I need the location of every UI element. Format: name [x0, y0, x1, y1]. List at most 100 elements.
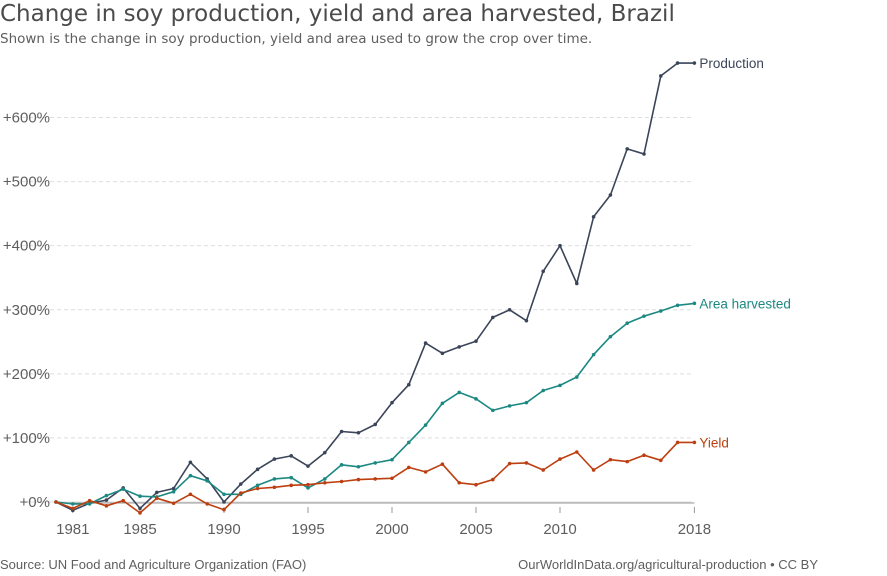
data-point [524, 400, 529, 405]
data-point [339, 479, 344, 484]
data-point [121, 498, 125, 503]
data-point [54, 500, 58, 504]
data-point [306, 464, 310, 468]
x-tick-label: 2010 [543, 521, 576, 538]
data-point [239, 491, 243, 495]
data-point [692, 301, 697, 306]
x-tick-label: 1990 [207, 521, 240, 538]
series-labels: Production Area harvested Yield [699, 56, 791, 450]
data-point [138, 506, 142, 511]
data-point [222, 492, 226, 497]
y-tick-label: +300% [3, 302, 50, 319]
source-note: Source: UN Food and Agriculture Organiza… [0, 557, 307, 572]
data-point [591, 215, 596, 219]
series-lines [54, 61, 697, 515]
data-point [373, 477, 378, 481]
data-point [541, 468, 545, 472]
x-tick-label: 1981 [56, 521, 89, 538]
data-point [356, 477, 361, 482]
data-point [339, 463, 344, 467]
data-point [323, 480, 327, 485]
data-point [188, 473, 193, 478]
data-point [171, 486, 176, 491]
data-point [457, 480, 462, 485]
data-point [188, 460, 193, 465]
data-point [440, 401, 445, 406]
data-point [255, 467, 260, 472]
data-point [558, 383, 562, 388]
data-point [356, 430, 361, 435]
data-point [491, 315, 495, 320]
data-point [306, 482, 310, 487]
series-label: Area harvested [699, 296, 791, 311]
data-point [692, 61, 697, 65]
data-point [608, 457, 613, 462]
data-point [423, 423, 428, 427]
data-point [407, 465, 411, 470]
x-tick-label: 2018 [678, 521, 711, 538]
series-area-harvested [54, 301, 697, 506]
data-point [541, 269, 545, 274]
data-point [205, 479, 209, 483]
data-point [255, 483, 260, 488]
data-point [171, 501, 176, 506]
data-point [339, 429, 344, 434]
data-point [121, 487, 125, 491]
data-point [625, 459, 629, 464]
x-tick-label: 1985 [123, 521, 156, 538]
data-point [491, 477, 495, 482]
data-point [138, 511, 142, 515]
data-point [575, 281, 579, 286]
y-tick-label: +600% [3, 110, 50, 127]
y-tick-label: +100% [3, 430, 50, 447]
data-point [222, 500, 226, 504]
series-line[interactable] [55, 302, 695, 505]
data-point [373, 422, 378, 427]
data-point [407, 382, 411, 387]
data-point [608, 334, 613, 339]
data-point [474, 482, 478, 487]
data-point [457, 390, 462, 395]
data-point [642, 453, 646, 458]
data-point [289, 475, 294, 480]
data-point [642, 314, 646, 318]
data-point [390, 457, 394, 462]
data-point [289, 454, 294, 458]
chart-title: Change in soy production, yield and area… [0, 1, 675, 27]
license-link[interactable]: OurWorldInData.org/agricultural-producti… [518, 557, 818, 572]
data-point [675, 440, 680, 445]
data-point [659, 309, 663, 313]
data-point [255, 486, 260, 491]
data-point [541, 388, 545, 393]
data-point [440, 351, 445, 356]
y-tick-label: +500% [3, 174, 50, 191]
x-tick-label: 2005 [459, 521, 492, 538]
series-label: Production [699, 56, 764, 71]
series-line[interactable] [55, 62, 695, 512]
data-point [675, 61, 680, 65]
data-point [625, 321, 629, 326]
data-point [423, 470, 428, 474]
data-point [507, 404, 512, 408]
data-point [272, 477, 277, 481]
data-point [575, 375, 579, 379]
data-point [71, 502, 75, 506]
data-point [692, 440, 697, 445]
series-label: Yield [699, 435, 729, 450]
data-point [558, 243, 562, 248]
data-point [155, 496, 159, 500]
data-point [524, 461, 529, 465]
x-tick-label: 2000 [375, 521, 408, 538]
data-point [71, 506, 75, 511]
y-tick-label: +400% [3, 238, 50, 255]
data-point [524, 318, 529, 323]
data-point [659, 74, 663, 78]
y-tick-label: +200% [3, 366, 50, 383]
data-point [491, 408, 495, 413]
data-point [608, 193, 613, 197]
data-point [323, 450, 327, 455]
data-point [87, 498, 92, 503]
data-point [474, 339, 478, 343]
data-point [171, 489, 176, 494]
